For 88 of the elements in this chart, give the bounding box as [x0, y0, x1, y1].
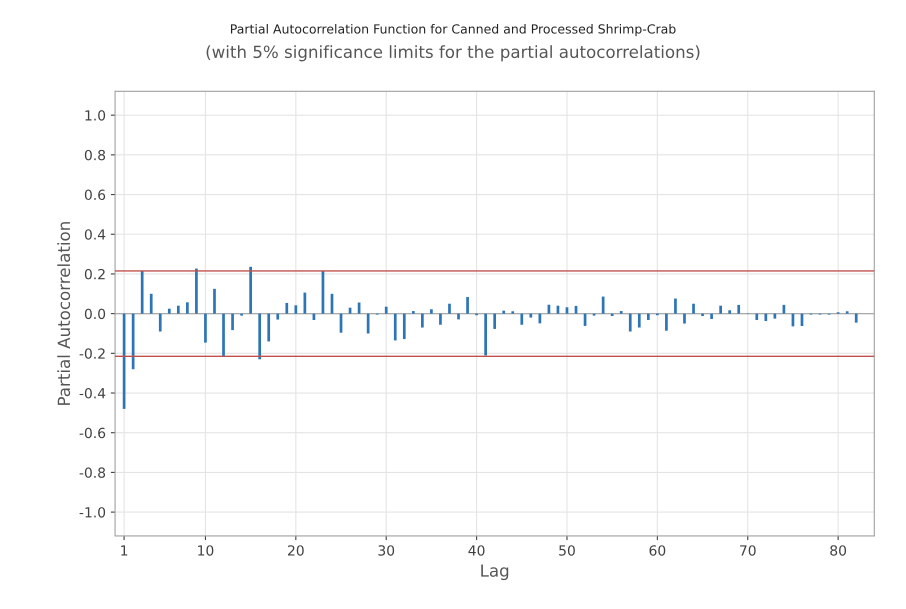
- bar: [394, 314, 397, 340]
- bar: [330, 294, 334, 314]
- y-tick-label: 0.6: [84, 190, 106, 200]
- x-tick-label: 50: [559, 545, 575, 556]
- y-tick-label: -1.0: [80, 507, 106, 518]
- x-tick-label: 10: [198, 545, 214, 556]
- bar: [854, 314, 858, 323]
- bar: [710, 314, 713, 319]
- bar: [448, 304, 451, 314]
- bar: [348, 308, 352, 314]
- bar: [384, 306, 388, 314]
- x-tick-label: 40: [468, 545, 485, 556]
- bar: [204, 314, 207, 343]
- bar: [421, 314, 424, 328]
- y-tick-label: 0.4: [84, 229, 106, 240]
- x-tick-label: 80: [830, 545, 846, 556]
- bar: [584, 314, 586, 326]
- bar: [502, 310, 506, 314]
- bar: [674, 298, 677, 314]
- bar: [782, 304, 786, 314]
- bar: [665, 314, 668, 331]
- bar: [538, 314, 542, 324]
- x-tick-label: 20: [288, 545, 304, 556]
- bar: [176, 306, 180, 314]
- bar: [520, 314, 524, 325]
- bar: [168, 308, 171, 314]
- bar: [222, 314, 225, 356]
- y-axis-title: Partial Autocorrelation: [57, 222, 70, 405]
- bar: [792, 314, 794, 326]
- bar: [430, 309, 433, 314]
- x-tick-label: 60: [650, 545, 666, 556]
- bar: [140, 270, 144, 314]
- y-tick-label: 0.8: [84, 150, 106, 160]
- bar: [493, 314, 496, 329]
- bar: [195, 268, 198, 314]
- bar: [285, 302, 288, 314]
- bar: [122, 314, 126, 409]
- bar: [249, 266, 252, 314]
- bar: [701, 314, 704, 316]
- bar: [566, 307, 568, 314]
- bar: [366, 314, 370, 334]
- bar: [529, 314, 532, 318]
- bar: [132, 314, 134, 370]
- x-axis-title: Lag: [481, 564, 508, 580]
- bar: [484, 314, 487, 356]
- bar: [692, 304, 695, 314]
- bar: [258, 314, 262, 360]
- y-tick-label: -0.6: [80, 428, 106, 438]
- y-tick-label: -0.4: [80, 388, 106, 398]
- bar: [158, 314, 162, 332]
- bar: [646, 314, 650, 320]
- bar: [628, 314, 632, 332]
- bar: [755, 314, 758, 320]
- bar: [610, 314, 614, 316]
- bar: [276, 314, 280, 320]
- bar: [719, 306, 722, 314]
- bar: [683, 314, 686, 324]
- bar: [402, 314, 406, 340]
- bar: [548, 304, 550, 314]
- bar: [764, 314, 768, 321]
- bar: [638, 314, 641, 328]
- bar: [556, 306, 560, 314]
- x-tick-label: 30: [378, 545, 394, 556]
- bar: [304, 292, 306, 314]
- bar: [358, 302, 360, 314]
- x-tick-label: 1: [121, 545, 128, 556]
- bar: [457, 314, 460, 320]
- bar: [602, 296, 604, 314]
- bar: [213, 288, 216, 314]
- bar: [466, 296, 469, 314]
- bar: [439, 314, 442, 325]
- bar: [267, 314, 270, 342]
- y-tick-label: -0.2: [80, 348, 105, 359]
- x-tick-label: 70: [740, 545, 756, 556]
- y-tick-label: -0.8: [80, 467, 106, 478]
- bar: [800, 314, 804, 326]
- chart-title: Partial Autocorrelation Function for Canned and Processed Shrimp-Crab: [230, 24, 676, 36]
- y-tick-label: 0.0: [84, 308, 106, 320]
- bar: [574, 306, 578, 314]
- bar: [150, 294, 153, 314]
- chart-subtitle: (with 5% significance limits for the partial autocorrelations): [206, 45, 700, 62]
- bar: [312, 314, 316, 320]
- bar: [231, 314, 234, 330]
- y-tick-label: 1.0: [85, 110, 106, 121]
- bar: [340, 314, 342, 333]
- bar: [774, 314, 776, 319]
- bar: [322, 271, 324, 314]
- y-tick-label: 0.2: [84, 268, 105, 280]
